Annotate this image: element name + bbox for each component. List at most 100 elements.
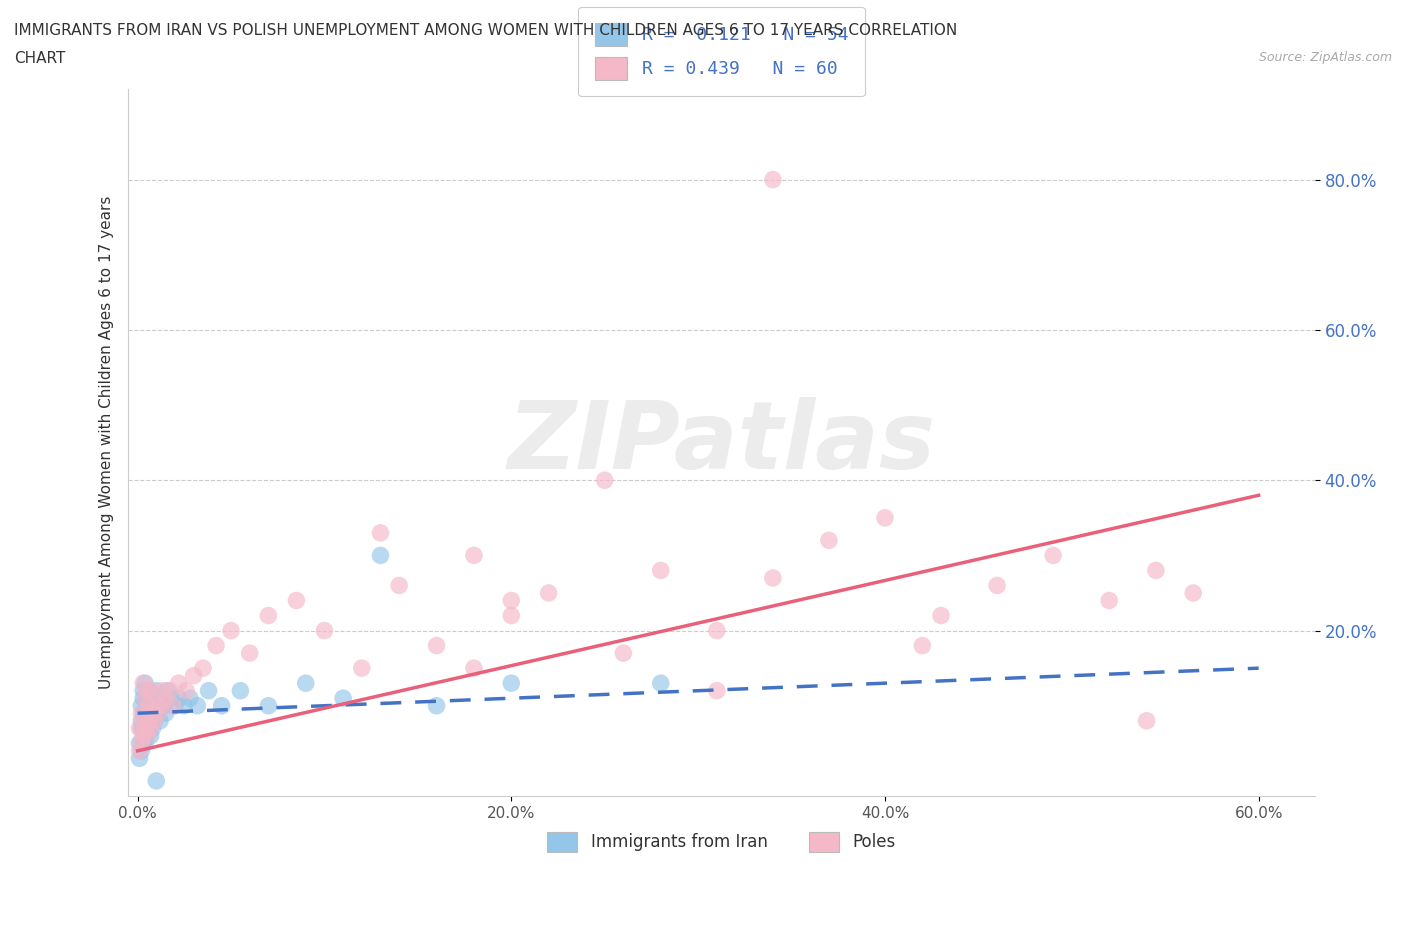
Point (425, 698, 447, 713)
Point (152, 698, 174, 713)
Point (132, 728, 155, 743)
Point (1135, 713, 1157, 728)
Point (132, 721, 155, 736)
Point (134, 721, 156, 736)
Text: ZIPatlas: ZIPatlas (508, 397, 935, 488)
Point (463, 548, 485, 563)
Point (501, 676, 523, 691)
Point (156, 684, 179, 698)
Point (593, 472, 616, 487)
Point (160, 691, 183, 706)
Point (186, 698, 208, 713)
Point (149, 698, 172, 713)
Point (143, 713, 166, 728)
Point (239, 645, 262, 660)
Point (229, 684, 252, 698)
Point (762, 172, 785, 187)
Point (138, 721, 160, 736)
Point (163, 698, 186, 713)
Point (132, 684, 155, 698)
Point (370, 525, 392, 540)
Point (174, 684, 197, 698)
Text: CHART: CHART (14, 51, 66, 66)
Point (128, 736, 150, 751)
Point (706, 623, 728, 638)
Point (155, 691, 177, 706)
Point (131, 721, 153, 736)
Point (128, 751, 150, 765)
Point (146, 706, 169, 721)
Point (138, 706, 160, 721)
Point (1144, 563, 1167, 578)
Point (128, 743, 150, 758)
Point (285, 593, 308, 608)
Point (134, 736, 156, 751)
Point (139, 721, 162, 736)
Point (197, 684, 219, 698)
Point (911, 638, 934, 653)
Point (650, 676, 672, 691)
Point (131, 736, 153, 751)
Point (128, 721, 150, 736)
Point (211, 698, 233, 713)
Point (183, 669, 205, 684)
Point (134, 691, 156, 706)
Point (136, 728, 159, 743)
Point (167, 691, 190, 706)
Point (162, 698, 184, 713)
Point (131, 698, 153, 713)
Point (141, 721, 163, 736)
Legend: Immigrants from Iran, Poles: Immigrants from Iran, Poles (540, 826, 903, 858)
Point (179, 691, 201, 706)
Point (425, 638, 447, 653)
Point (191, 660, 214, 675)
Point (139, 713, 162, 728)
Point (157, 684, 180, 698)
Point (501, 593, 523, 608)
Point (537, 586, 560, 601)
Point (139, 698, 162, 713)
Point (134, 676, 156, 691)
Point (132, 736, 155, 751)
Point (136, 706, 159, 721)
Point (929, 608, 952, 623)
Point (155, 706, 177, 721)
Point (650, 563, 672, 578)
Point (134, 706, 156, 721)
Point (136, 728, 159, 743)
Point (1182, 586, 1205, 601)
Point (219, 623, 242, 638)
Point (143, 713, 166, 728)
Point (132, 713, 155, 728)
Point (332, 691, 354, 706)
Point (143, 691, 166, 706)
Point (257, 698, 280, 713)
Point (136, 691, 159, 706)
Point (138, 713, 160, 728)
Point (150, 698, 173, 713)
Point (138, 684, 160, 698)
Point (145, 774, 167, 789)
Point (131, 706, 153, 721)
Point (146, 706, 169, 721)
Point (205, 638, 228, 653)
Point (612, 645, 634, 660)
Point (139, 684, 162, 698)
Point (762, 570, 785, 585)
Point (141, 698, 163, 713)
Point (132, 706, 155, 721)
Point (149, 691, 172, 706)
Point (145, 706, 167, 721)
Y-axis label: Unemployment Among Women with Children Ages 6 to 17 years: Unemployment Among Women with Children A… (100, 196, 114, 689)
Point (294, 676, 316, 691)
Point (257, 608, 280, 623)
Text: IMMIGRANTS FROM IRAN VS POLISH UNEMPLOYMENT AMONG WOMEN WITH CHILDREN AGES 6 TO : IMMIGRANTS FROM IRAN VS POLISH UNEMPLOYM… (14, 23, 957, 38)
Point (370, 548, 392, 563)
Point (150, 684, 173, 698)
Point (149, 713, 172, 728)
Point (136, 684, 159, 698)
Point (388, 578, 411, 593)
Point (141, 706, 163, 721)
Point (131, 743, 153, 758)
Point (131, 713, 153, 728)
